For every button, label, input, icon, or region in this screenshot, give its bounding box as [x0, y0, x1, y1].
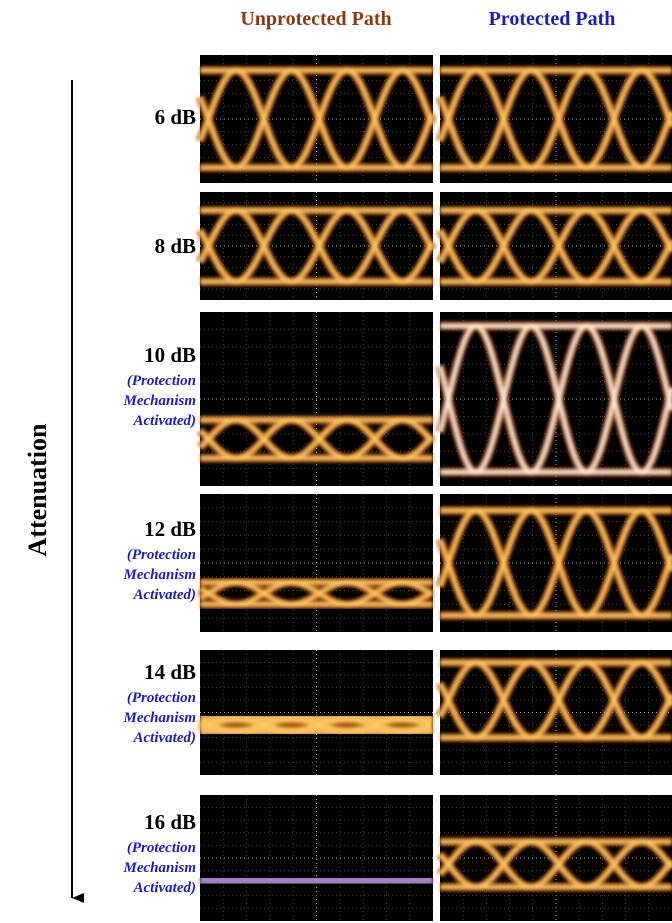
eye-stroke [440, 660, 672, 740]
eye-trace [435, 657, 672, 743]
eye-trace [196, 415, 436, 463]
eye-stroke [440, 323, 672, 475]
attenuation-value: 10 dB [144, 343, 196, 367]
eye-trace [436, 205, 672, 287]
row-label: 8 dB [155, 234, 196, 258]
attenuation-value: 16 dB [144, 810, 196, 834]
eye-diagram [435, 55, 672, 183]
eye-diagram [195, 55, 437, 183]
row-label: 6 dB [155, 105, 196, 129]
axis-label: Attenuation [23, 423, 52, 557]
eye-diagram [196, 192, 437, 300]
eye-trace [435, 65, 672, 173]
protection-note: (Protection Mechanism Activated) [123, 840, 196, 896]
eye-stroke [200, 580, 433, 607]
header-unprotected: Unprotected Path [240, 8, 392, 30]
eye-diagram [436, 192, 672, 300]
row-label: 10 dB (Protection Mechanism Activated) [100, 343, 196, 431]
eye-trace [435, 321, 672, 477]
eye-stroke [200, 875, 433, 886]
eye-trace [196, 205, 437, 287]
eye-diagram [435, 312, 672, 486]
protection-note: (Protection Mechanism Activated) [123, 690, 196, 746]
eye-diagram [197, 494, 435, 632]
attenuation-value: 14 dB [144, 660, 196, 684]
eye-diagram [435, 494, 672, 632]
eye-stroke [200, 68, 433, 170]
row-label: 14 dB (Protection Mechanism Activated) [100, 660, 196, 748]
eye-diagram [436, 795, 672, 921]
eye-stroke [440, 508, 672, 618]
eye-stroke [200, 417, 433, 461]
eye-stroke [200, 208, 433, 284]
protection-note: (Protection Mechanism Activated) [123, 547, 196, 603]
eye-diagram [196, 312, 436, 486]
eye-stroke [440, 839, 672, 890]
row-label: 16 dB (Protection Mechanism Activated) [100, 810, 196, 898]
eye-diagram [197, 650, 435, 775]
protection-note: (Protection Mechanism Activated) [123, 373, 196, 429]
header-protected: Protected Path [488, 8, 616, 30]
eye-diagram [435, 650, 672, 775]
attenuation-value: 8 dB [154, 234, 196, 258]
eye-stroke [200, 715, 433, 735]
eye-trace [197, 711, 435, 739]
eye-stroke [440, 68, 672, 170]
eye-trace [195, 65, 437, 173]
eye-trace [436, 837, 672, 892]
eye-trace [199, 871, 433, 890]
eye-trace [197, 577, 435, 609]
eye-stroke [440, 208, 672, 284]
eye-trace [435, 506, 672, 620]
row-label: 12 dB (Protection Mechanism Activated) [100, 517, 196, 605]
eye-diagram [199, 795, 433, 921]
attenuation-value: 12 dB [144, 517, 196, 541]
attenuation-value: 6 dB [154, 105, 196, 129]
